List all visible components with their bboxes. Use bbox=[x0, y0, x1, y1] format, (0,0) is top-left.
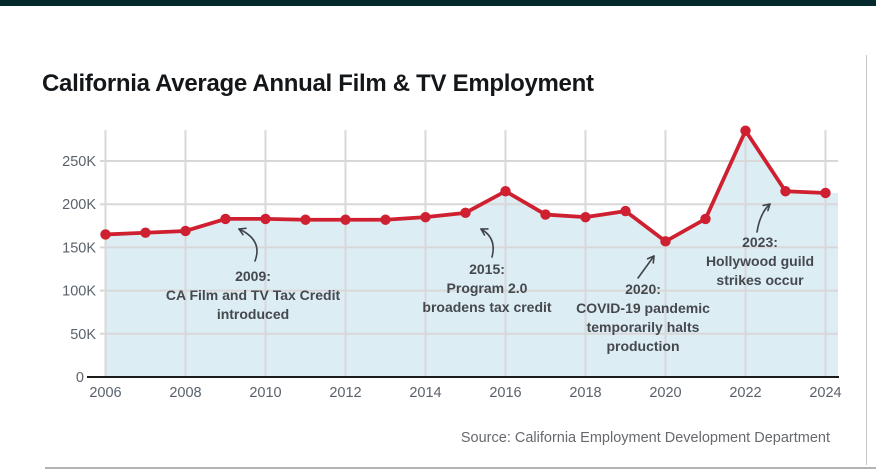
data-point-2015 bbox=[460, 207, 471, 219]
data-point-2007 bbox=[140, 227, 151, 238]
x-tick-label-2018: 2018 bbox=[569, 385, 601, 401]
data-point-2024 bbox=[820, 187, 831, 199]
source-attribution: Source: California Employment Developmen… bbox=[460, 430, 830, 446]
annotation-arrow-2020 bbox=[637, 255, 655, 279]
x-tick-label-2008: 2008 bbox=[169, 385, 201, 401]
scrollbar-track[interactable] bbox=[866, 55, 867, 465]
data-point-2021 bbox=[700, 213, 711, 225]
annotation-arrow-2015 bbox=[480, 228, 494, 258]
annotation-arrow-2009 bbox=[238, 227, 258, 262]
y-tick-label-150K: 150K bbox=[62, 240, 96, 256]
employment-area-fill bbox=[105, 130, 838, 377]
data-point-2009 bbox=[220, 213, 231, 225]
chart-title: California Average Annual Film & TV Empl… bbox=[42, 70, 594, 98]
data-point-2016 bbox=[500, 186, 511, 197]
y-tick-label-250K: 250K bbox=[62, 154, 96, 170]
data-point-2012 bbox=[340, 214, 351, 225]
y-tick-label-50K: 50K bbox=[70, 327, 96, 343]
x-tick-label-2010: 2010 bbox=[249, 385, 281, 401]
y-tick-label-100K: 100K bbox=[62, 284, 96, 300]
x-tick-label-2024: 2024 bbox=[809, 385, 841, 401]
data-point-2013 bbox=[380, 214, 391, 225]
x-tick-label-2022: 2022 bbox=[729, 385, 761, 401]
annotation-2023: 2023: Hollywood guild strikes occur bbox=[706, 234, 814, 288]
top-accent-bar bbox=[0, 0, 876, 6]
bottom-divider bbox=[45, 467, 876, 469]
y-tick-label-0: 0 bbox=[76, 370, 84, 386]
x-tick-label-2020: 2020 bbox=[649, 385, 681, 401]
data-point-2014 bbox=[420, 211, 431, 223]
data-point-2018 bbox=[580, 211, 591, 223]
data-point-2023 bbox=[780, 186, 791, 197]
x-tick-label-2014: 2014 bbox=[409, 385, 441, 401]
data-point-2011 bbox=[300, 214, 311, 225]
annotation-2015: 2015: Program 2.0 broadens tax credit bbox=[422, 261, 551, 315]
x-tick-label-2006: 2006 bbox=[89, 385, 121, 401]
data-point-2010 bbox=[260, 213, 271, 225]
data-point-2017 bbox=[540, 209, 551, 220]
x-tick-label-2016: 2016 bbox=[489, 385, 521, 401]
data-point-2006 bbox=[100, 229, 111, 240]
data-point-2020 bbox=[660, 236, 671, 247]
data-point-2022 bbox=[740, 125, 751, 136]
data-point-2019 bbox=[620, 205, 631, 217]
annotation-2009: 2009: CA Film and TV Tax Credit introduced bbox=[166, 268, 341, 322]
annotation-2020: 2020: COVID-19 pandemic temporarily halts p… bbox=[576, 281, 710, 354]
annotation-arrow-2023 bbox=[756, 203, 771, 233]
data-point-2008 bbox=[180, 225, 191, 237]
y-tick-label-200K: 200K bbox=[62, 197, 96, 213]
x-tick-label-2012: 2012 bbox=[329, 385, 361, 401]
